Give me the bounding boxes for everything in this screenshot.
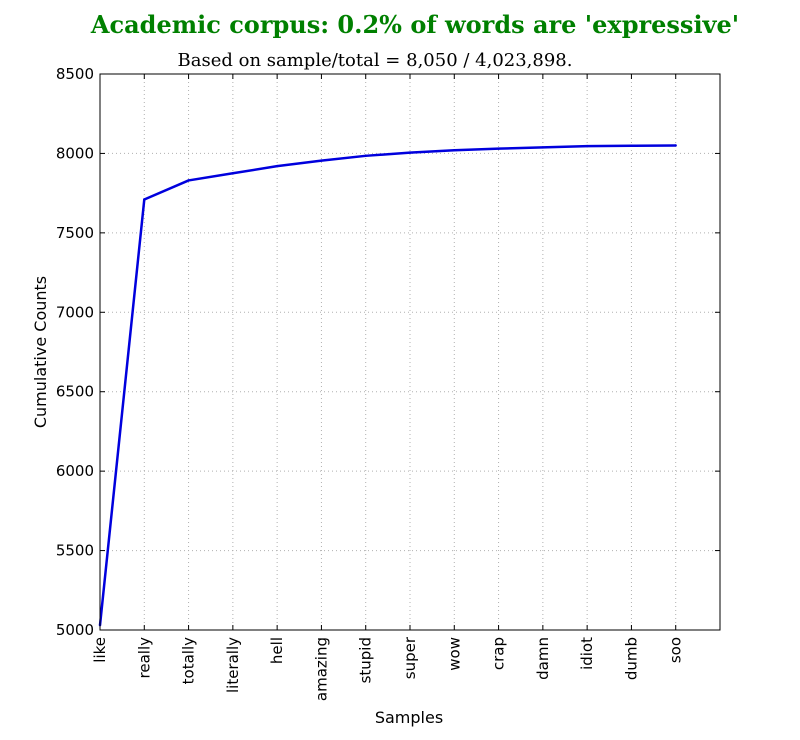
data-point xyxy=(497,147,500,150)
x-tick-label: totally xyxy=(180,637,198,684)
y-tick-label: 8000 xyxy=(56,144,94,162)
x-tick-label: literally xyxy=(224,637,242,693)
data-point xyxy=(585,144,589,148)
x-axis: like really totally literally hell amazing stu… xyxy=(91,74,685,701)
y-tick-label: 8500 xyxy=(56,65,94,83)
x-tick-label: wow xyxy=(445,637,463,671)
x-axis-label: Samples xyxy=(375,708,443,727)
x-tick-label: stupid xyxy=(357,637,375,683)
data-point xyxy=(364,154,367,158)
data-point xyxy=(674,144,677,147)
y-axis: 5000 5500 6000 6500 7000 7500 8000 8500 xyxy=(56,65,720,639)
x-tick-label: soo xyxy=(667,637,685,663)
data-point xyxy=(231,172,235,175)
y-tick-label: 5500 xyxy=(56,542,94,560)
y-tick-label: 5000 xyxy=(56,621,94,639)
y-tick-label: 7000 xyxy=(56,303,94,321)
x-tick-label: dumb xyxy=(622,637,640,680)
y-axis-label: Cumulative Counts xyxy=(31,276,50,428)
data-point xyxy=(187,179,190,182)
x-tick-label: amazing xyxy=(312,637,330,701)
x-tick-label: really xyxy=(135,637,153,679)
x-tick-label: crap xyxy=(490,637,508,670)
y-tick-label: 7500 xyxy=(56,224,94,242)
y-tick-label: 6500 xyxy=(56,383,94,401)
series-line xyxy=(98,144,676,626)
x-tick-label: like xyxy=(91,637,109,663)
x-tick-label: super xyxy=(401,636,419,679)
chart-subtitle: Based on sample/total = 8,050 / 4,023,89… xyxy=(178,50,573,71)
x-tick-label: damn xyxy=(534,637,552,680)
x-tick-label: idiot xyxy=(578,637,596,670)
data-point xyxy=(630,144,633,148)
data-point xyxy=(453,149,456,152)
data-point xyxy=(143,198,146,201)
grid xyxy=(100,74,720,630)
chart-title: Academic corpus: 0.2% of words are 'expr… xyxy=(90,10,739,39)
y-tick-label: 6000 xyxy=(56,462,94,480)
data-point xyxy=(541,146,545,149)
data-point xyxy=(275,164,279,168)
series-layer xyxy=(98,144,677,627)
data-point xyxy=(408,151,412,154)
x-tick-label: hell xyxy=(268,637,286,664)
data-point xyxy=(320,159,323,162)
